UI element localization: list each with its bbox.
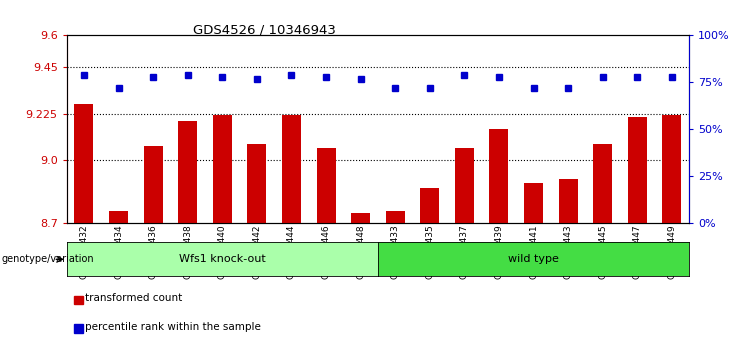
Bar: [247, 144, 266, 223]
Bar: [489, 129, 508, 223]
Bar: [524, 183, 543, 223]
Bar: [178, 121, 197, 223]
Bar: [559, 179, 577, 223]
Bar: [316, 148, 336, 223]
Bar: [144, 146, 162, 223]
Bar: [628, 117, 647, 223]
Text: genotype/variation: genotype/variation: [1, 254, 94, 264]
Bar: [662, 115, 682, 223]
Bar: [213, 115, 232, 223]
Bar: [282, 115, 301, 223]
Bar: [455, 148, 474, 223]
Bar: [593, 144, 612, 223]
Text: percentile rank within the sample: percentile rank within the sample: [85, 321, 261, 332]
Text: transformed count: transformed count: [85, 293, 182, 303]
Text: Wfs1 knock-out: Wfs1 knock-out: [179, 254, 266, 264]
Bar: [420, 188, 439, 223]
Text: GDS4526 / 10346943: GDS4526 / 10346943: [193, 23, 336, 36]
Bar: [385, 211, 405, 223]
Bar: [109, 211, 128, 223]
Bar: [351, 213, 370, 223]
Bar: [74, 104, 93, 223]
Text: wild type: wild type: [508, 254, 559, 264]
